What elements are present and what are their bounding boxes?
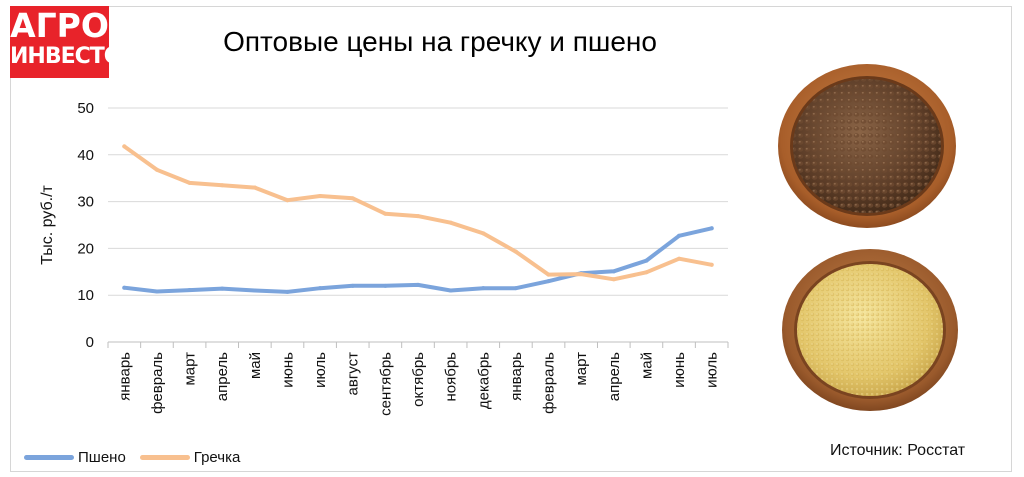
data-point-series-1: [154, 289, 159, 294]
data-point-series-2: [579, 272, 584, 277]
x-tick-label: февраль: [541, 352, 558, 414]
data-point-series-1: [220, 286, 225, 291]
brand-logo-line2: ИНВЕСТОР: [10, 44, 138, 69]
chart-legend: Пшено Гречка: [24, 449, 254, 466]
y-tick-label: 20: [77, 240, 94, 257]
series-line-1: [122, 226, 714, 294]
data-point-series-2: [709, 262, 714, 267]
data-point-series-2: [644, 270, 649, 275]
data-point-series-2: [285, 198, 290, 203]
data-point-series-1: [416, 282, 420, 287]
x-tick-label: декабрь: [475, 352, 492, 409]
data-point-series-1: [285, 289, 290, 294]
data-point-series-2: [122, 144, 127, 149]
x-tick-label: август: [345, 352, 362, 396]
data-point-series-2: [448, 220, 453, 225]
y-tick-label: 40: [77, 147, 94, 164]
series-line-2: [122, 144, 714, 282]
x-tick-label: июнь: [671, 352, 688, 388]
y-axis-label: Тыс. руб./т: [39, 184, 56, 264]
data-point-series-2: [187, 180, 192, 185]
x-tick-label: июль: [312, 352, 329, 388]
data-point-series-2: [154, 167, 159, 172]
source-note: Источник: Росстат: [830, 442, 966, 459]
x-tick-label: апрель: [606, 352, 623, 401]
data-point-series-1: [481, 286, 486, 291]
data-point-series-2: [677, 256, 682, 261]
y-tick-label: 0: [86, 334, 94, 351]
data-point-series-2: [546, 272, 551, 277]
x-tick-label: май: [247, 352, 264, 379]
y-tick-label: 10: [77, 287, 94, 304]
data-point-series-2: [220, 183, 225, 188]
x-tick-label: май: [638, 352, 655, 379]
x-tick-label: февраль: [149, 352, 166, 414]
data-point-series-1: [611, 269, 616, 274]
data-point-series-2: [611, 277, 616, 282]
data-point-series-1: [383, 283, 388, 288]
x-tick-label: январь: [508, 352, 525, 401]
data-point-series-1: [187, 288, 192, 293]
x-tick-label: апрель: [214, 352, 231, 401]
data-point-series-1: [677, 233, 682, 238]
x-tick-label: март: [573, 352, 590, 386]
x-tick-label: сентябрь: [377, 352, 394, 416]
data-point-series-1: [252, 288, 257, 293]
x-tick-label: ноябрь: [443, 352, 460, 402]
brand-logo-line1: АГРО: [10, 6, 109, 45]
data-point-series-1: [122, 285, 127, 290]
data-point-series-1: [350, 283, 355, 288]
data-point-series-1: [448, 288, 453, 293]
data-point-series-1: [546, 279, 551, 284]
x-tick-label: март: [182, 352, 199, 386]
data-point-series-2: [481, 231, 486, 236]
legend-label-series-1: Пшено: [78, 449, 126, 466]
data-point-series-1: [644, 258, 649, 263]
legend-item-series-1: Пшено: [24, 449, 126, 466]
data-point-series-1: [318, 286, 323, 291]
y-tick-label: 30: [77, 194, 94, 211]
data-point-series-2: [383, 211, 388, 216]
chart-title: Оптовые цены на гречку и пшено: [223, 26, 657, 57]
data-point-series-2: [252, 185, 257, 190]
data-point-series-2: [416, 214, 420, 219]
brand-logo: АГРО ИНВЕСТОР: [10, 6, 138, 78]
legend-item-series-2: Гречка: [139, 449, 241, 466]
legend-swatch-series-1: [24, 455, 74, 460]
x-tick-label: январь: [116, 352, 133, 401]
data-point-series-1: [513, 286, 518, 291]
x-tick-label: октябрь: [410, 352, 427, 407]
x-tick-label: июнь: [279, 352, 296, 388]
millet-bowl-image: [782, 249, 958, 411]
y-tick-label: 50: [77, 100, 94, 117]
legend-label-series-2: Гречка: [193, 449, 241, 466]
legend-swatch-series-2: [139, 455, 190, 460]
x-tick-label: июль: [704, 352, 721, 388]
buckwheat-bowl-image: [778, 64, 956, 228]
data-point-series-2: [513, 249, 518, 254]
data-point-series-1: [709, 226, 714, 231]
data-point-series-2: [350, 196, 355, 201]
data-point-series-2: [318, 193, 323, 198]
